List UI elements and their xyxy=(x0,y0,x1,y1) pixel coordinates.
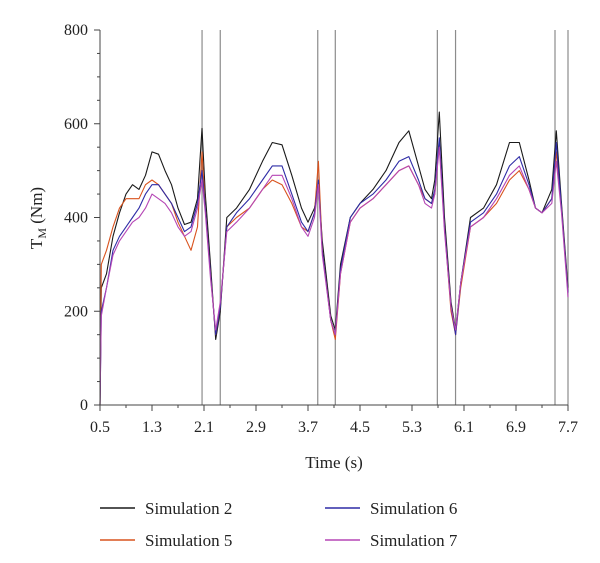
series-line-3 xyxy=(99,137,569,406)
x-tick-label-1: 1.3 xyxy=(142,419,162,436)
x-tick-label-6: 5.3 xyxy=(402,419,422,436)
legend-label-4: Simulation 7 xyxy=(370,531,458,550)
y-tick-label-2: 400 xyxy=(64,210,88,227)
plot-area xyxy=(99,30,569,406)
x-tick-label-5: 4.5 xyxy=(350,419,370,436)
x-tick-label-0: 0.5 xyxy=(90,419,110,436)
x-tick-label-4: 3.7 xyxy=(298,419,318,436)
y-axis-title-subscript: M xyxy=(35,228,49,239)
y-axis-ticks: 0 200 400 600 800 xyxy=(64,22,100,414)
series-line-1 xyxy=(99,111,569,406)
y-axis-title-unit: (Nm) xyxy=(27,187,46,228)
x-axis-title: Time (s) xyxy=(305,453,362,472)
legend-label-3: Simulation 6 xyxy=(370,499,457,518)
y-tick-label-3: 600 xyxy=(64,116,88,133)
y-axis-title: TM (Nm) xyxy=(27,187,49,249)
y-tick-label-4: 800 xyxy=(64,22,88,39)
x-tick-label-7: 6.1 xyxy=(454,419,474,436)
x-tick-label-8: 6.9 xyxy=(506,419,526,436)
y-axis-title-main: T xyxy=(27,238,46,249)
x-tick-label-2: 2.1 xyxy=(194,419,214,436)
y-tick-label-1: 200 xyxy=(64,303,88,320)
legend: Simulation 2 Simulation 5 Simulation 6 Simu… xyxy=(100,499,458,550)
axes xyxy=(99,30,568,406)
x-axis-ticks: 0.5 1.3 2.1 2.9 3.7 4.5 5.3 6.1 6.9 7.7 xyxy=(90,405,578,436)
legend-label-1: Simulation 2 xyxy=(145,499,232,518)
x-tick-label-3: 2.9 xyxy=(246,419,266,436)
y-tick-label-0: 0 xyxy=(80,397,88,414)
x-tick-label-9: 7.7 xyxy=(558,419,578,436)
legend-label-2: Simulation 5 xyxy=(145,531,232,550)
series-line-4 xyxy=(99,146,569,406)
